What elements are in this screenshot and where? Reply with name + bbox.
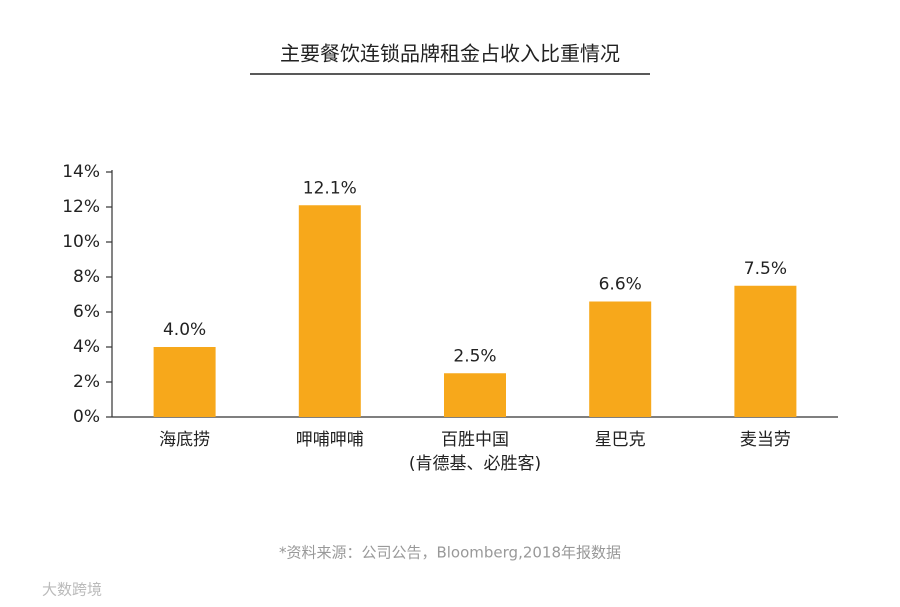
footnote: *资料来源：公司公告，Bloomberg,2018年报数据: [279, 544, 621, 562]
value-label: 12.1%: [303, 178, 357, 198]
y-tick-label: 4%: [73, 337, 100, 357]
value-label: 4.0%: [163, 320, 206, 340]
x-tick-label: 星巴克: [594, 430, 646, 450]
bar: [153, 347, 216, 417]
bar: [589, 301, 652, 417]
watermark: 大数跨境: [42, 581, 102, 599]
y-tick-label: 8%: [73, 267, 100, 287]
y-tick-label: 0%: [73, 407, 100, 427]
y-tick-label: 10%: [62, 232, 100, 252]
value-label: 6.6%: [599, 275, 642, 295]
y-tick-label: 12%: [62, 197, 100, 217]
x-tick-label: 百胜中国 (肯德基、必胜客): [408, 430, 542, 474]
x-tick-label: 呷哺呷哺: [295, 430, 364, 450]
x-tick-label: 麦当劳: [739, 430, 791, 450]
y-tick-label: 2%: [73, 372, 100, 392]
y-tick-label: 6%: [73, 302, 100, 322]
value-label: 2.5%: [453, 346, 496, 366]
bar: [734, 285, 797, 417]
chart-title: 主要餐饮连锁品牌租金占收入比重情况: [280, 42, 620, 66]
bar: [444, 373, 506, 417]
y-tick-label: 14%: [62, 162, 100, 182]
bar: [298, 205, 361, 417]
value-label: 7.5%: [744, 259, 787, 279]
x-tick-label: 海底捞: [159, 430, 211, 450]
